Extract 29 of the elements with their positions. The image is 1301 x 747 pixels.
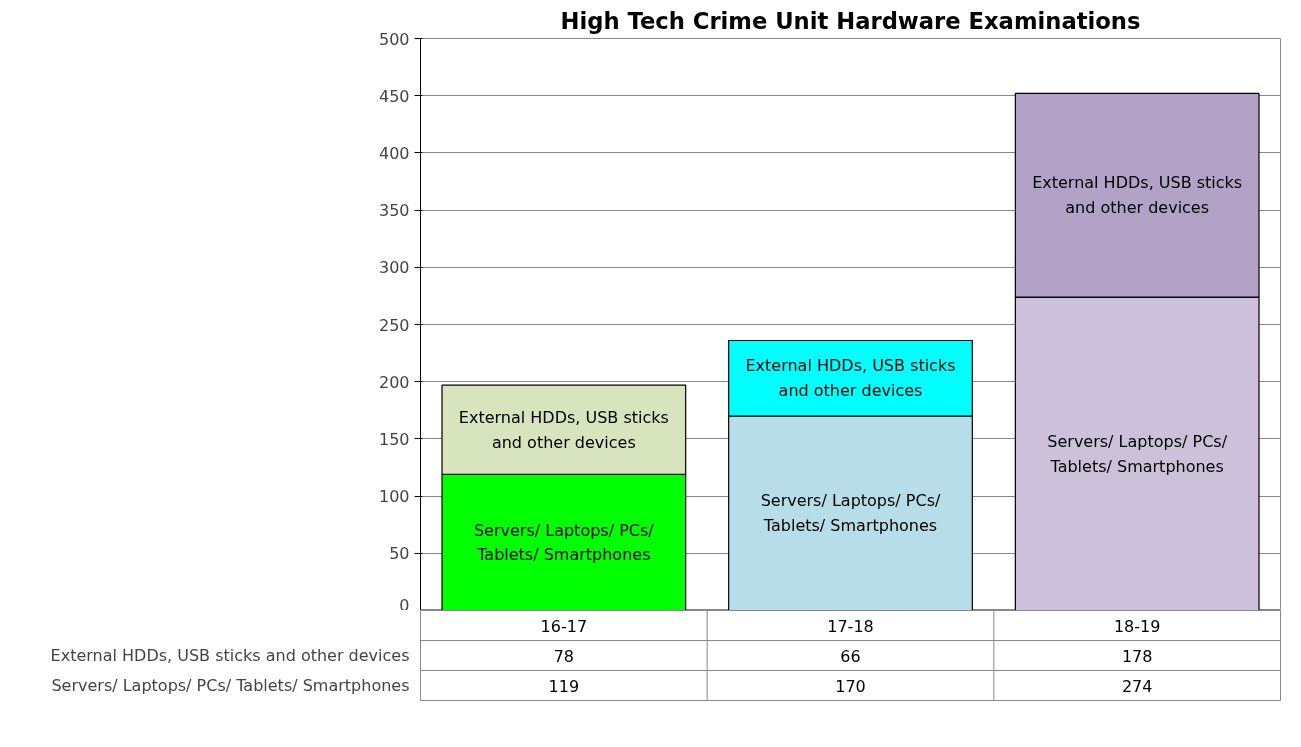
data-label: 274 <box>1121 676 1153 696</box>
data-label: 170 <box>835 676 866 696</box>
y-tick-label: 0 <box>399 595 410 615</box>
y-tick-label: 500 <box>378 29 410 49</box>
y-tick-label: 400 <box>378 143 410 163</box>
y-tick-label: 50 <box>389 544 410 564</box>
y-tick-label: 200 <box>378 372 410 392</box>
x-tick-label: 17-18 <box>827 616 874 636</box>
chart-title: High Tech Crime Unit Hardware Examinations <box>560 7 1141 34</box>
text: External HDDs, USB sticks and other devices <box>458 407 669 452</box>
series-label: Servers/ Laptops/ PCs/ Tablets/ Smartphones <box>760 491 941 536</box>
x-tick-label: 16-17 <box>540 616 588 636</box>
y-tick-label: 350 <box>378 201 410 221</box>
data-label: 119 <box>548 676 580 696</box>
text: Servers/ Laptops/ PCs/ Tablets/ Smartphones <box>51 676 410 695</box>
data-label: 66 <box>840 646 861 666</box>
x-tick-label: 18-19 <box>1113 616 1161 636</box>
y-tick-label: 450 <box>378 86 410 106</box>
y-tick-label: 250 <box>378 315 410 335</box>
text: Servers/ Laptops/ PCs/ Tablets/ Smartphones <box>1047 431 1228 476</box>
y-tick-label: 300 <box>378 258 410 278</box>
series-label: External HDDs, USB sticks and other devices <box>745 356 956 401</box>
text: External HDDs, USB sticks and other devices <box>1032 173 1243 218</box>
data-label: 78 <box>553 646 575 666</box>
data-label: 178 <box>1121 646 1153 666</box>
text: External HDDs, USB sticks and other devices <box>50 646 410 665</box>
text: Servers/ Laptops/ PCs/ Tablets/ Smartphones <box>473 520 654 565</box>
y-tick-label: 150 <box>378 429 410 449</box>
y-tick-label: 100 <box>378 487 410 507</box>
